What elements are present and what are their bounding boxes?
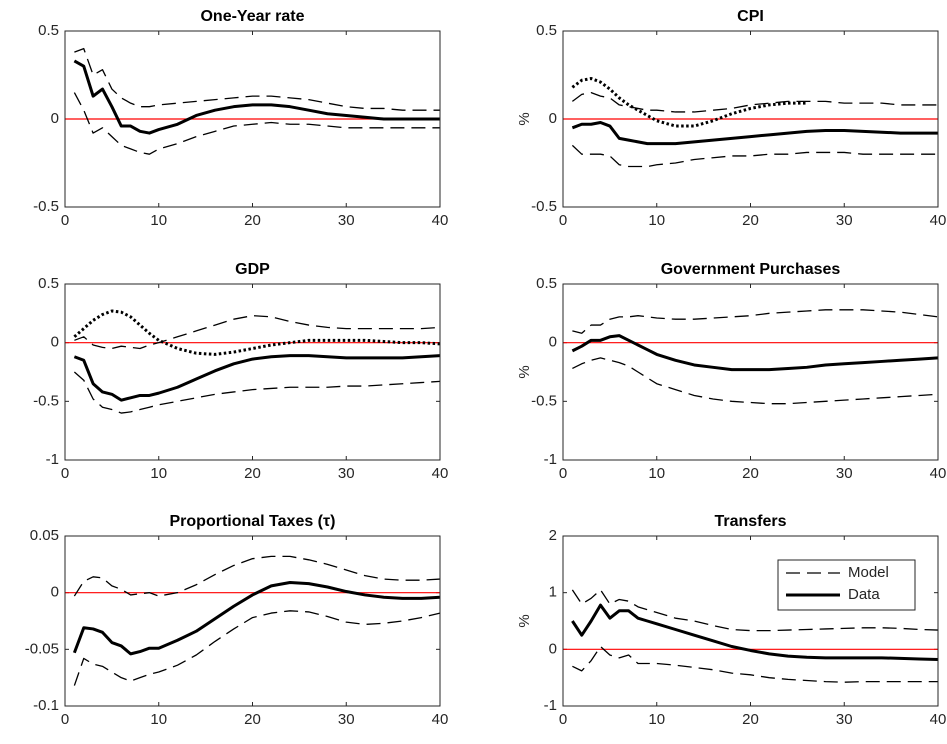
x-tick-label: 10	[150, 212, 167, 229]
y-tick-label: 2	[549, 527, 557, 544]
plot-frame	[64, 283, 441, 461]
series-line	[74, 315, 441, 350]
y-tick-label: 0	[51, 584, 59, 601]
plot-frame	[562, 283, 939, 461]
legend-box	[777, 559, 916, 611]
y-tick-label: -1	[544, 697, 557, 714]
series-line	[572, 645, 938, 683]
x-tick-label: 20	[244, 711, 261, 728]
series-line	[571, 144, 938, 168]
x-tick-label: 40	[432, 212, 449, 229]
y-tick-label: -0.5	[33, 198, 59, 215]
x-tick-label: 40	[432, 711, 449, 728]
x-tick-label: 0	[559, 212, 567, 229]
y-tick-label: 0	[549, 110, 557, 127]
x-tick-label: 30	[836, 465, 853, 482]
y-axis-label: %	[516, 365, 533, 378]
x-tick-label: 10	[648, 711, 665, 728]
x-tick-label: 30	[836, 212, 853, 229]
x-tick-label: 0	[61, 212, 69, 229]
y-tick-label: 0.5	[38, 275, 59, 292]
x-tick-label: 0	[61, 465, 69, 482]
chart-title: Government Purchases	[661, 261, 841, 278]
x-tick-label: 30	[836, 711, 853, 728]
x-tick-label: 30	[338, 212, 355, 229]
series-line	[72, 580, 441, 656]
plot-frame	[64, 535, 441, 707]
x-tick-label: 20	[742, 711, 759, 728]
x-tick-label: 10	[150, 711, 167, 728]
series-line	[73, 371, 441, 414]
y-tick-label: -0.5	[33, 392, 59, 409]
x-tick-label: 10	[150, 465, 167, 482]
y-tick-label: 1	[549, 584, 557, 601]
series-line	[73, 610, 441, 686]
series-line	[73, 354, 441, 402]
series-line	[571, 603, 939, 662]
x-tick-label: 10	[648, 212, 665, 229]
x-tick-label: 10	[648, 465, 665, 482]
y-tick-label: 0.5	[536, 22, 557, 39]
x-tick-label: 40	[432, 465, 449, 482]
y-tick-label: 0	[51, 110, 59, 127]
series-line	[571, 91, 938, 113]
y-tick-label: 0	[549, 334, 557, 351]
x-tick-label: 20	[742, 465, 759, 482]
x-tick-label: 0	[559, 465, 567, 482]
y-tick-label: -0.5	[531, 198, 557, 215]
y-tick-label: -0.1	[33, 697, 59, 714]
series-line	[571, 589, 939, 632]
y-tick-label: 0.5	[38, 22, 59, 39]
chart-title: One-Year rate	[200, 8, 304, 25]
y-tick-label: 0.5	[536, 275, 557, 292]
plot-frame	[562, 535, 939, 707]
series-line	[571, 334, 939, 372]
series-line	[73, 309, 441, 356]
chart-title: Proportional Taxes (τ)	[170, 513, 336, 530]
plot-frame	[562, 30, 939, 208]
series-line	[73, 92, 440, 155]
chart-title: GDP	[235, 261, 270, 278]
x-tick-label: 20	[244, 212, 261, 229]
series-line	[73, 555, 441, 597]
y-tick-label: -1	[46, 451, 59, 468]
series-line	[571, 121, 938, 146]
series-line	[74, 47, 440, 111]
legend-label: Model	[848, 564, 889, 581]
x-tick-label: 20	[244, 465, 261, 482]
x-tick-label: 30	[338, 711, 355, 728]
y-axis-label: %	[516, 614, 533, 627]
series-line	[572, 309, 939, 334]
chart-title: CPI	[737, 8, 764, 25]
y-axis-label: %	[516, 112, 533, 125]
x-tick-label: 0	[559, 711, 567, 728]
y-tick-label: 0	[549, 640, 557, 657]
series-line	[73, 59, 440, 135]
x-tick-label: 0	[61, 711, 69, 728]
y-tick-label: 0	[51, 334, 59, 351]
x-tick-label: 30	[338, 465, 355, 482]
y-tick-label: -0.5	[531, 392, 557, 409]
y-tick-label: -0.05	[25, 640, 59, 657]
series-line	[572, 357, 939, 405]
plot-frame	[64, 30, 441, 208]
x-tick-label: 20	[742, 212, 759, 229]
x-tick-label: 40	[930, 212, 947, 229]
x-tick-label: 40	[930, 465, 947, 482]
y-tick-label: -1	[544, 451, 557, 468]
series-line	[571, 77, 807, 128]
x-tick-label: 40	[930, 711, 947, 728]
chart-title: Transfers	[714, 513, 786, 530]
legend-label: Data	[848, 586, 880, 603]
y-tick-label: 0.05	[30, 527, 59, 544]
